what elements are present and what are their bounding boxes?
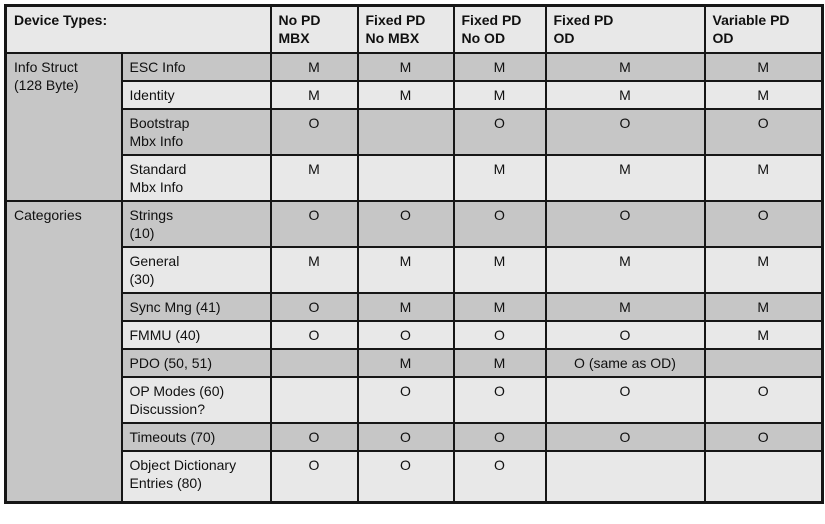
value-cell: O: [544, 107, 706, 156]
value-cell: M: [452, 79, 547, 110]
value-cell: [269, 375, 359, 424]
value-cell: O: [356, 319, 455, 350]
value-cell: M: [269, 153, 359, 202]
value-cell: M: [703, 319, 824, 350]
row-label-cell: Standard Mbx Info: [120, 153, 272, 202]
value-cell: M: [356, 79, 455, 110]
value-cell: O: [452, 199, 547, 248]
row-label-cell: ESC Info: [120, 51, 272, 82]
value-cell: O: [703, 199, 824, 248]
column-header-device-types: Device Types:: [4, 4, 272, 54]
value-cell: O: [356, 421, 455, 452]
value-cell: [703, 347, 824, 378]
row-label-cell: Timeouts (70): [120, 421, 272, 452]
value-cell: [269, 347, 359, 378]
group-label-info-struct: Info Struct (128 Byte): [4, 51, 123, 202]
row-label-cell: Object Dictionary Entries (80): [120, 449, 272, 504]
value-cell: M: [356, 347, 455, 378]
value-cell: O: [356, 375, 455, 424]
device-types-table: Device Types: No PD MBX Fixed PD No MBX …: [4, 4, 824, 504]
value-cell: O: [269, 421, 359, 452]
table-row-pdo: PDO (50, 51) M M O (same as OD): [6, 347, 824, 378]
row-label-cell: General (30): [120, 245, 272, 294]
value-cell: M: [544, 153, 706, 202]
value-cell: M: [356, 245, 455, 294]
row-label-cell: Strings (10): [120, 199, 272, 248]
value-cell: O: [544, 199, 706, 248]
column-header-fixed-pd-od: Fixed PD OD: [544, 4, 706, 54]
table-header-row: Device Types: No PD MBX Fixed PD No MBX …: [4, 4, 824, 54]
table-row-object-dictionary: Object Dictionary Entries (80) O O O: [6, 449, 824, 504]
table-row-fmmu: FMMU (40) O O O O M: [6, 319, 824, 350]
row-label-cell: Sync Mng (41): [120, 291, 272, 322]
value-cell: O: [269, 291, 359, 322]
value-cell: O: [544, 375, 706, 424]
value-cell: M: [269, 51, 359, 82]
value-cell: M: [452, 245, 547, 294]
column-header-no-pd-mbx: No PD MBX: [269, 4, 359, 54]
value-cell: [544, 449, 706, 504]
column-header-variable-pd-od: Variable PD OD: [703, 4, 824, 54]
value-cell: [356, 107, 455, 156]
value-cell: M: [544, 291, 706, 322]
table-row-sync-mng: Sync Mng (41) O M M M M: [6, 291, 824, 322]
table-row-general: General (30) M M M M M: [6, 245, 824, 294]
value-cell: O: [269, 199, 359, 248]
value-cell: O (same as OD): [544, 347, 706, 378]
value-cell: M: [703, 153, 824, 202]
value-cell: O: [269, 319, 359, 350]
value-cell: O: [452, 375, 547, 424]
value-cell: O: [703, 421, 824, 452]
table-row-bootstrap-mbx-info: Bootstrap Mbx Info O O O O: [6, 107, 824, 156]
value-cell: O: [356, 199, 455, 248]
row-label-cell: PDO (50, 51): [120, 347, 272, 378]
value-cell: O: [703, 107, 824, 156]
table-row-standard-mbx-info: Standard Mbx Info M M M M: [6, 153, 824, 202]
value-cell: O: [544, 319, 706, 350]
value-cell: M: [452, 291, 547, 322]
value-cell: O: [452, 107, 547, 156]
column-header-fixed-pd-no-od: Fixed PD No OD: [452, 4, 547, 54]
value-cell: M: [356, 291, 455, 322]
row-label-cell: OP Modes (60) Discussion?: [120, 375, 272, 424]
value-cell: M: [544, 245, 706, 294]
value-cell: M: [703, 291, 824, 322]
value-cell: M: [269, 79, 359, 110]
value-cell: O: [269, 449, 359, 504]
value-cell: M: [544, 79, 706, 110]
value-cell: M: [544, 51, 706, 82]
table-row-esc-info: Info Struct (128 Byte) ESC Info M M M M …: [4, 51, 824, 202]
value-cell: O: [544, 421, 706, 452]
value-cell: O: [356, 449, 455, 504]
value-cell: M: [269, 245, 359, 294]
value-cell: M: [452, 153, 547, 202]
value-cell: M: [356, 51, 455, 82]
row-label-cell: Bootstrap Mbx Info: [120, 107, 272, 156]
value-cell: O: [452, 449, 547, 504]
value-cell: O: [269, 107, 359, 156]
value-cell: M: [703, 245, 824, 294]
row-label-cell: FMMU (40): [120, 319, 272, 350]
column-header-fixed-pd-no-mbx: Fixed PD No MBX: [356, 4, 455, 54]
value-cell: O: [703, 375, 824, 424]
group-label-categories: Categories: [4, 199, 123, 504]
value-cell: M: [703, 79, 824, 110]
table-row-op-modes: OP Modes (60) Discussion? O O O O: [6, 375, 824, 424]
value-cell: [356, 153, 455, 202]
value-cell: M: [703, 51, 824, 82]
table-row-identity: Identity M M M M M: [6, 79, 824, 110]
value-cell: O: [452, 421, 547, 452]
row-label-cell: Identity: [120, 79, 272, 110]
value-cell: O: [452, 319, 547, 350]
value-cell: M: [452, 51, 547, 82]
value-cell: M: [452, 347, 547, 378]
table-row-strings: Categories Strings (10) O O O O O: [4, 199, 824, 504]
table-row-timeouts: Timeouts (70) O O O O O: [6, 421, 824, 452]
value-cell: [703, 449, 824, 504]
